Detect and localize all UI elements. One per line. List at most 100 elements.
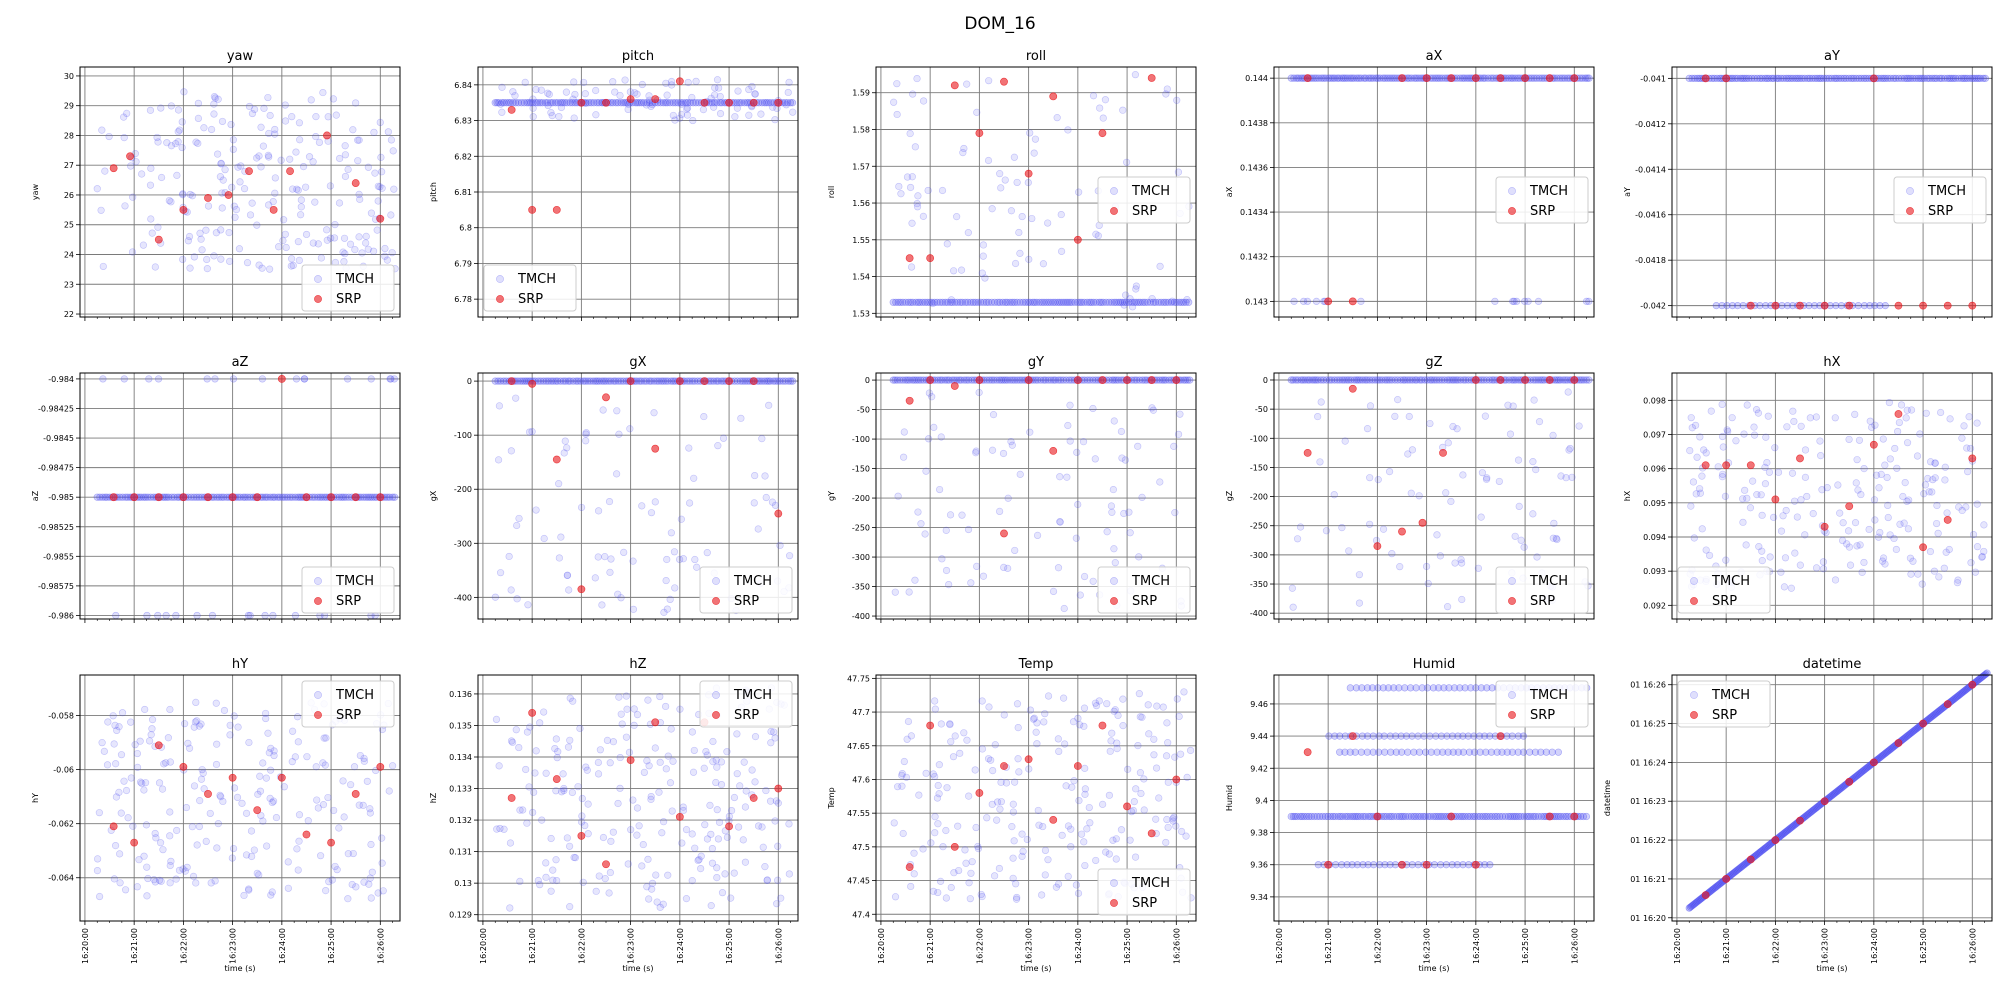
tmch-point <box>536 99 544 107</box>
tmch-point <box>246 611 254 620</box>
srp-point <box>1024 169 1033 178</box>
subplot-ay: -0.041-0.0412-0.0414-0.0416-0.0418-0.042… <box>1623 49 1993 321</box>
tmch-point <box>947 296 956 304</box>
tmch-point <box>214 150 222 158</box>
tmch-point <box>629 557 637 565</box>
subplot-title: pitch <box>622 49 654 64</box>
tmch-point <box>1761 480 1770 488</box>
tmch-point <box>331 221 339 229</box>
tmch-point <box>521 78 529 87</box>
tmch-point <box>566 903 574 911</box>
tmch-point <box>1329 74 1337 82</box>
tmch-point <box>184 739 192 747</box>
tmch-point <box>733 770 741 778</box>
tmch-point <box>669 99 677 107</box>
tmch-point <box>1143 298 1152 306</box>
tmch-point <box>1479 74 1487 82</box>
tmch-point <box>1019 298 1027 306</box>
tmch-point <box>1128 303 1137 311</box>
tmch-point <box>996 805 1004 813</box>
tmch-point <box>1148 295 1156 303</box>
tmch-point <box>667 77 676 86</box>
tmch-point <box>293 845 301 853</box>
x-axis-label: time (s) <box>224 964 255 973</box>
tmch-point <box>954 822 962 830</box>
srp-point <box>1771 301 1780 310</box>
tmch-point <box>274 243 283 251</box>
tmch-point <box>563 571 572 579</box>
y-axis-label: aY <box>1623 187 1632 197</box>
tmch-point <box>1101 96 1110 104</box>
tmch-point <box>1886 455 1894 463</box>
legend-label-srp: SRP <box>1928 204 1953 219</box>
tmch-point <box>1015 768 1023 776</box>
y-tick-label: -0.0412 <box>1635 120 1666 129</box>
tmch-point <box>1823 484 1831 492</box>
srp-point <box>1303 448 1312 457</box>
tmch-point <box>1018 212 1026 221</box>
tmch-point <box>1064 872 1072 880</box>
tmch-point <box>1013 178 1021 187</box>
tmch-point <box>648 885 656 893</box>
tmch-point <box>1156 262 1164 270</box>
tmch-point <box>99 262 107 271</box>
tmch-point <box>1080 298 1088 306</box>
tmch-point <box>1140 775 1148 783</box>
tmch-point <box>1565 446 1573 454</box>
tmch-point <box>255 152 263 160</box>
tmch-point <box>979 572 988 580</box>
tmch-point <box>491 99 499 107</box>
srp-point <box>1422 860 1431 869</box>
tmch-point <box>984 156 993 165</box>
tmch-point <box>1375 748 1383 756</box>
tmch-point <box>523 819 531 827</box>
tmch-point <box>493 99 501 107</box>
tmch-point <box>258 375 266 383</box>
tmch-point <box>305 153 314 161</box>
tmch-point <box>1790 417 1798 426</box>
tmch-point <box>629 605 638 613</box>
subplot-gz: 0-50-100-150-200-250-300-350-400gZgZTMCH… <box>1225 355 1595 623</box>
legend-box <box>1097 176 1191 224</box>
tmch-point <box>892 298 900 306</box>
tmch-point <box>947 883 955 892</box>
tmch-point <box>767 99 775 107</box>
tmch-point <box>1072 534 1080 542</box>
tmch-point <box>900 428 908 436</box>
tmch-point <box>139 241 148 249</box>
tmch-point <box>1379 525 1388 533</box>
tmch-point <box>666 779 675 787</box>
tmch-point <box>1535 74 1543 82</box>
tmch-point <box>587 99 595 107</box>
tmch-point <box>1102 848 1110 856</box>
y-axis-label: pitch <box>429 182 438 202</box>
tmch-point <box>1585 376 1593 384</box>
tmch-point <box>269 197 277 206</box>
tmch-point <box>979 252 987 260</box>
tmch-point <box>1739 495 1747 503</box>
srp-point <box>1943 700 1952 709</box>
tmch-point <box>562 88 571 96</box>
tmch-point <box>151 829 159 838</box>
tmch-point <box>943 784 951 792</box>
tmch-point <box>292 148 300 156</box>
tmch-point <box>1801 531 1809 539</box>
tmch-point <box>1765 468 1774 476</box>
tmch-point <box>782 101 790 109</box>
tmch-point <box>609 78 617 86</box>
tmch-point <box>751 90 759 98</box>
tmch-point <box>568 99 577 107</box>
tmch-point <box>1107 502 1116 510</box>
tmch-point <box>900 757 908 766</box>
tmch-point <box>1514 456 1523 464</box>
tmch-point <box>697 852 705 860</box>
tmch-point <box>1041 846 1050 855</box>
srp-point <box>1348 297 1357 306</box>
tmch-point <box>708 859 717 867</box>
tmch-point <box>1058 298 1066 306</box>
tmch-point <box>1316 458 1324 466</box>
legend-label-srp: SRP <box>336 708 361 723</box>
tmch-point <box>1312 74 1320 82</box>
srp-point <box>1570 812 1579 821</box>
